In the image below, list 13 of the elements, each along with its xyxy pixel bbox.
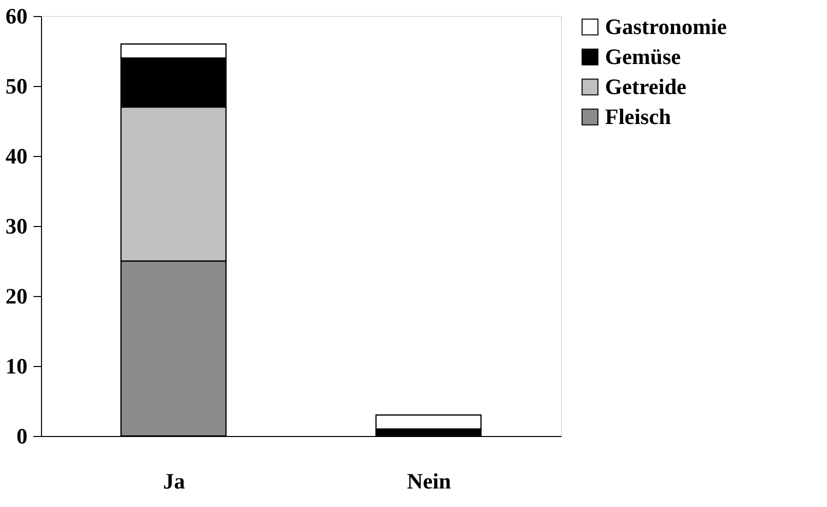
y-tick-label: 60 [6, 4, 28, 28]
y-tick-label: 50 [6, 74, 28, 98]
y-tick-label: 0 [16, 424, 28, 448]
legend-label: Gastronomie [605, 14, 728, 39]
legend-label: Gemüse [605, 44, 681, 69]
y-tick-label: 40 [6, 144, 28, 168]
y-tick-label: 10 [6, 354, 28, 378]
x-tick-label: Ja [163, 468, 185, 494]
y-tick-label: 30 [6, 214, 28, 238]
x-tick-label: Nein [407, 468, 451, 494]
legend-label: Fleisch [605, 104, 671, 129]
legend-label: Getreide [605, 74, 687, 99]
y-tick-label: 20 [6, 284, 28, 308]
